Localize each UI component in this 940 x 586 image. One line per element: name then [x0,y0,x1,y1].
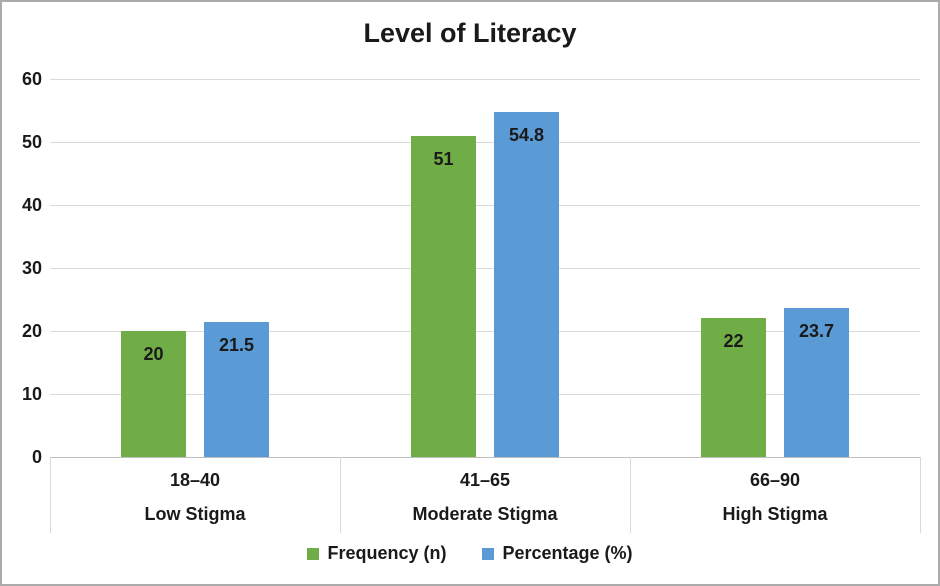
category-name-label: Moderate Stigma [412,504,558,524]
bar-value-label: 22 [723,331,744,352]
bar-value-label: 51 [433,148,454,169]
legend-swatch-frequency [307,547,320,560]
legend: Frequency (n) Percentage (%) [2,543,938,564]
y-tick-label: 40 [21,195,42,215]
bar-frequency: 20 [121,331,186,457]
category-name-label: Low Stigma [144,504,246,524]
category-range-label: 66–90 [749,470,801,490]
gridline [50,331,920,332]
gridline [50,457,920,458]
category-divider [50,457,51,533]
gridline [50,394,920,395]
bar-value-label: 23.7 [798,320,835,341]
gridline [50,268,920,269]
y-tick-label: 50 [21,132,42,152]
category-range-label: 41–65 [459,470,511,490]
gridline [50,205,920,206]
category-group: 41–65 Moderate Stigma [340,457,630,533]
bar-percentage: 23.7 [784,307,849,457]
category-divider [630,457,631,533]
category-range-label: 18–40 [169,470,221,490]
bar-value-label: 20 [143,344,164,364]
category-divider [340,457,341,533]
y-tick-label: 60 [21,69,42,89]
gridline [50,79,920,80]
legend-item-percentage: Percentage (%) [482,543,633,564]
y-tick-label: 30 [21,258,42,278]
bar-percentage: 54.8 [494,111,559,457]
bar-value-label: 21.5 [218,334,255,355]
bar-value-label: 54.8 [508,124,545,145]
bar-frequency: 51 [411,135,476,457]
category-divider [920,457,921,533]
category-group: 66–90 High Stigma [630,457,920,533]
y-tick-label: 10 [21,384,42,404]
bar-percentage: 21.5 [204,321,269,457]
legend-swatch-percentage [482,547,495,560]
chart-title: Level of Literacy [363,18,577,48]
y-tick-label: 0 [31,447,42,467]
gridline [50,142,920,143]
legend-label: Percentage (%) [502,543,633,563]
y-tick-label: 20 [21,321,42,341]
bar-frequency: 22 [701,318,766,457]
category-group: 18–40 Low Stigma [50,457,340,533]
legend-item-frequency: Frequency (n) [307,543,446,564]
legend-label: Frequency (n) [327,543,447,563]
category-name-label: High Stigma [722,504,828,524]
